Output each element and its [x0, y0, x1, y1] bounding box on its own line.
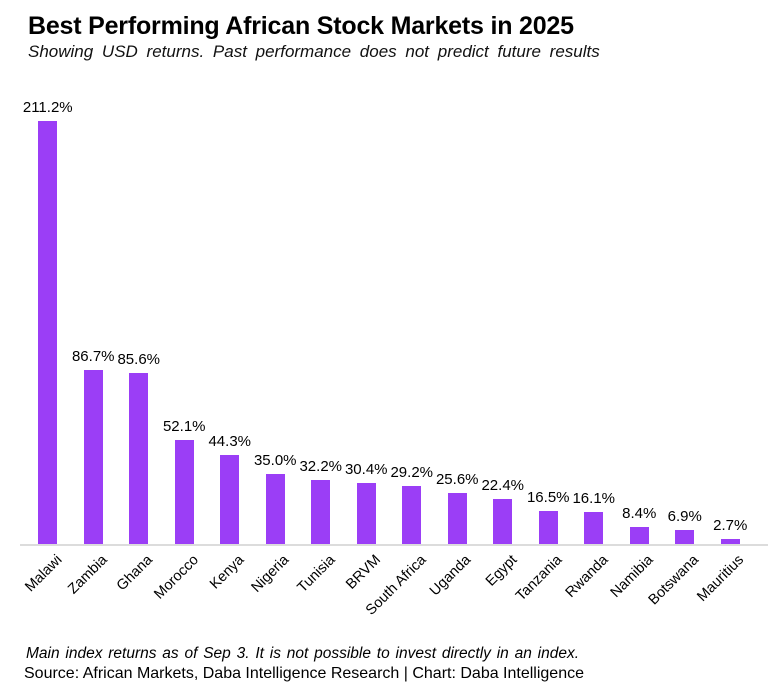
bar-value-label: 44.3%	[208, 433, 252, 451]
x-axis-label: BRVM	[342, 552, 384, 593]
bar-value-label: 29.2%	[390, 463, 434, 481]
x-axis-label: Nigeria	[248, 552, 293, 596]
bar-value-label: 16.1%	[572, 489, 616, 507]
bar	[584, 511, 604, 544]
bar-value-label: 86.7%	[71, 348, 115, 366]
bar	[447, 492, 467, 544]
bar	[129, 372, 149, 544]
bar	[675, 530, 695, 544]
chart-title: Best Performing African Stock Markets in…	[28, 12, 574, 40]
x-axis-label: Egypt	[482, 552, 521, 590]
bar	[265, 473, 285, 544]
bar	[720, 538, 740, 544]
bar-value-label: 6.9%	[667, 508, 702, 526]
x-axis-label: Kenya	[206, 552, 248, 593]
bar	[629, 527, 649, 544]
bar-value-label: 22.4%	[481, 477, 525, 495]
x-axis-label: Uganda	[427, 552, 475, 600]
bar	[83, 370, 103, 544]
x-axis-line	[20, 544, 768, 546]
bar-value-label: 85.6%	[117, 350, 161, 368]
x-axis-label: Ghana	[113, 552, 157, 595]
bar-value-label: 35.0%	[253, 451, 297, 469]
chart-subtitle: Showing USD returns. Past performance do…	[28, 42, 600, 61]
x-axis-label: Tunisia	[294, 552, 339, 596]
footnote: Main index returns as of Sep 3. It is no…	[26, 645, 579, 662]
bar-value-label: 30.4%	[344, 461, 388, 479]
bar	[356, 483, 376, 544]
x-axis-label: Malawi	[21, 552, 66, 596]
x-axis-label: Tanzania	[513, 552, 566, 605]
x-axis-label: Rwanda	[562, 552, 612, 601]
bar-value-label: 16.5%	[526, 488, 570, 506]
bar-value-label: 8.4%	[622, 505, 657, 523]
x-axis-label: Mauritius	[694, 552, 748, 605]
bar	[38, 121, 58, 544]
x-axis-label: Zambia	[65, 552, 111, 598]
bar-value-label: 32.2%	[299, 457, 343, 475]
bar	[402, 485, 422, 544]
bar	[493, 499, 513, 544]
bar	[220, 455, 240, 544]
source-line: Source: African Markets, Daba Intelligen…	[24, 665, 584, 682]
bar-value-label: 211.2%	[22, 99, 73, 116]
plot-area: 211.2% 86.7% 85.6% 52.1% 44.3% 35.0% 32.2% 30.4…	[20, 0, 768, 619]
bar	[311, 479, 331, 544]
bar	[174, 439, 194, 544]
bar-value-label: 52.1%	[162, 417, 206, 435]
bar-value-label: 25.6%	[435, 470, 479, 488]
bar-value-label: 2.7%	[713, 516, 748, 534]
x-axis-label: Morocco	[150, 552, 202, 603]
bar	[538, 510, 558, 544]
